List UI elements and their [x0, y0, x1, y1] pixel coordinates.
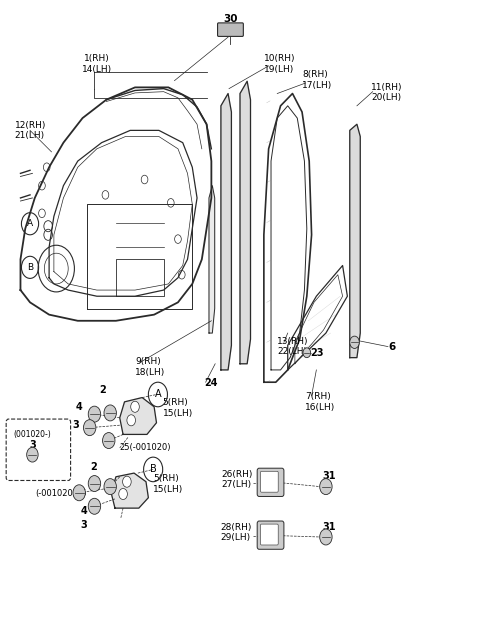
- Circle shape: [84, 420, 96, 436]
- Text: 28(RH)
29(LH): 28(RH) 29(LH): [220, 523, 252, 542]
- Circle shape: [104, 479, 116, 495]
- Text: 12(RH)
21(LH): 12(RH) 21(LH): [15, 121, 46, 140]
- Circle shape: [320, 529, 332, 545]
- Circle shape: [103, 433, 115, 449]
- Circle shape: [303, 348, 311, 358]
- Text: (-001020)25: (-001020)25: [35, 489, 86, 499]
- Polygon shape: [240, 81, 251, 364]
- Text: 10(RH)
19(LH): 10(RH) 19(LH): [264, 54, 295, 74]
- Text: A: A: [155, 389, 161, 399]
- Text: 5(RH)
15(LH): 5(RH) 15(LH): [163, 399, 193, 418]
- Circle shape: [88, 476, 101, 492]
- Text: 8(RH)
17(LH): 8(RH) 17(LH): [302, 70, 332, 89]
- Text: 11(RH)
20(LH): 11(RH) 20(LH): [371, 83, 403, 102]
- Text: 7(RH)
16(LH): 7(RH) 16(LH): [305, 392, 335, 412]
- Text: 31: 31: [322, 521, 336, 532]
- Text: 3: 3: [29, 440, 36, 450]
- Circle shape: [127, 415, 135, 426]
- Text: 31: 31: [322, 471, 336, 481]
- Polygon shape: [350, 124, 360, 358]
- Circle shape: [27, 447, 38, 462]
- Circle shape: [88, 406, 101, 422]
- FancyBboxPatch shape: [261, 524, 278, 545]
- FancyBboxPatch shape: [261, 471, 278, 492]
- Text: 26(RH)
27(LH): 26(RH) 27(LH): [221, 470, 252, 489]
- Circle shape: [88, 499, 101, 514]
- Circle shape: [119, 489, 127, 500]
- Circle shape: [122, 476, 131, 487]
- Text: 1(RH)
14(LH): 1(RH) 14(LH): [82, 54, 112, 74]
- Circle shape: [131, 401, 139, 412]
- Text: 3: 3: [81, 520, 87, 530]
- Text: B: B: [27, 263, 33, 272]
- Text: 13(RH)
22(LH): 13(RH) 22(LH): [277, 337, 309, 356]
- Text: 3: 3: [72, 420, 79, 430]
- Text: A: A: [27, 219, 33, 228]
- Text: 4: 4: [75, 402, 82, 412]
- Circle shape: [320, 479, 332, 495]
- Circle shape: [350, 336, 360, 349]
- Text: 23: 23: [311, 348, 324, 358]
- Polygon shape: [221, 94, 231, 370]
- Polygon shape: [209, 186, 215, 333]
- Text: 5(RH)
15(LH): 5(RH) 15(LH): [153, 474, 183, 494]
- Text: 4: 4: [81, 506, 87, 516]
- Circle shape: [73, 485, 85, 501]
- Text: 2: 2: [100, 384, 107, 395]
- Polygon shape: [120, 397, 156, 434]
- FancyBboxPatch shape: [217, 23, 243, 36]
- FancyBboxPatch shape: [257, 521, 284, 549]
- Text: 6: 6: [388, 342, 395, 352]
- Polygon shape: [111, 473, 148, 508]
- Text: (001020-): (001020-): [13, 430, 51, 439]
- Text: 25(-001020): 25(-001020): [120, 443, 171, 452]
- Circle shape: [104, 405, 116, 421]
- Text: 9(RH)
18(LH): 9(RH) 18(LH): [135, 357, 165, 376]
- FancyBboxPatch shape: [257, 468, 284, 497]
- Text: 2: 2: [91, 462, 97, 472]
- Text: B: B: [150, 465, 156, 474]
- Text: 30: 30: [223, 14, 238, 24]
- Text: 24: 24: [204, 378, 218, 389]
